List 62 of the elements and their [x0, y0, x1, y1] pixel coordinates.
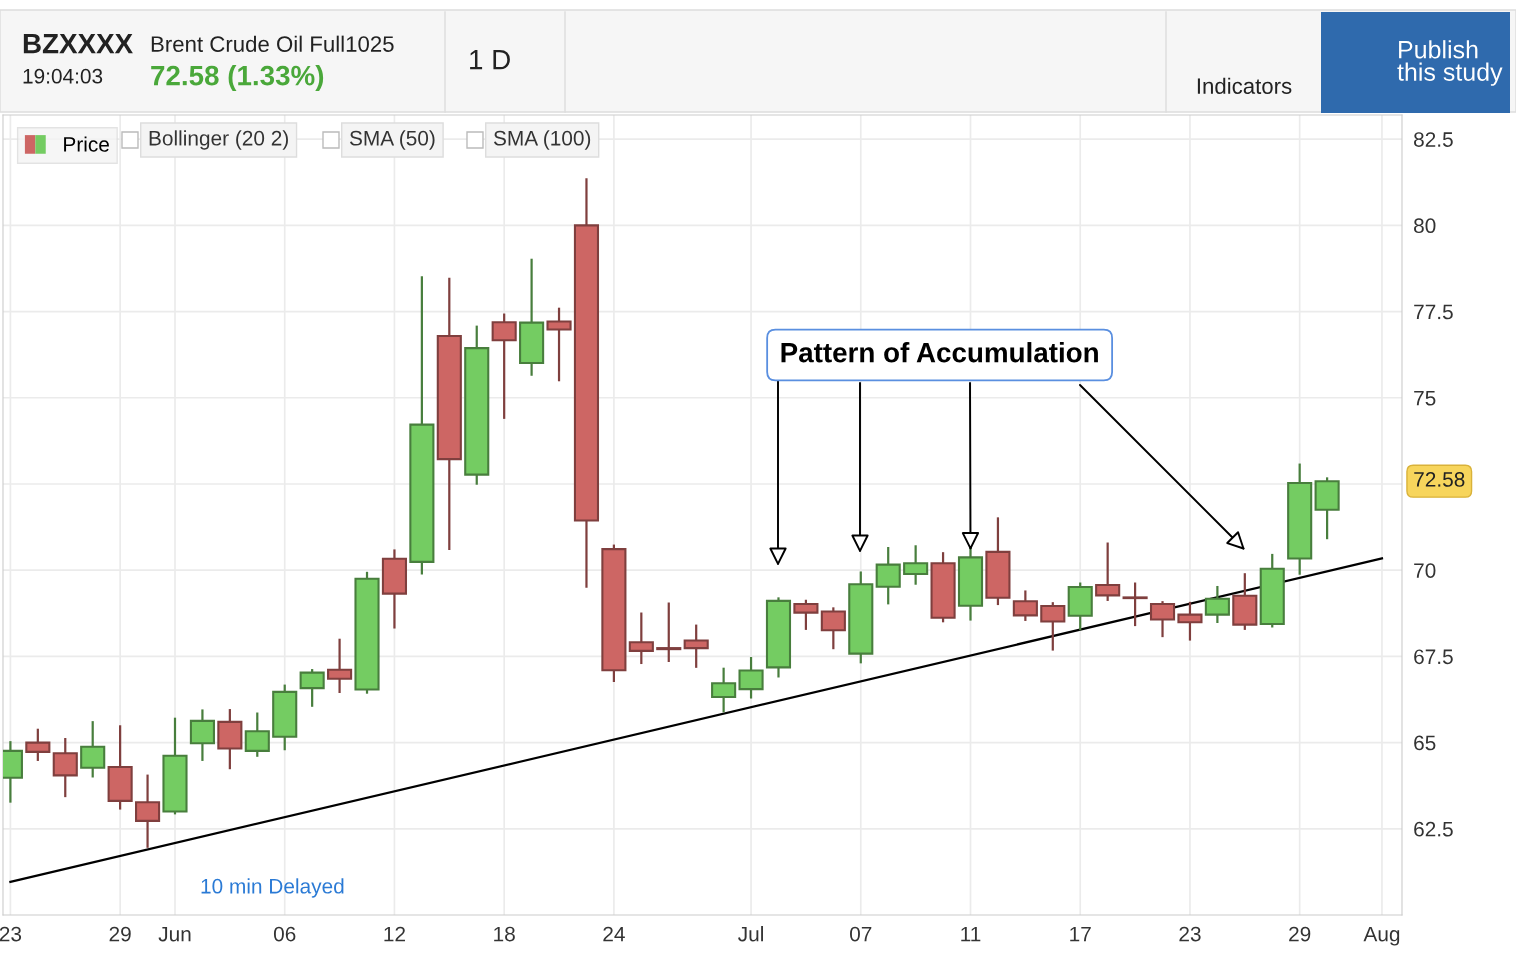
x-tick-label: 12	[384, 926, 405, 942]
candlestick	[244, 712, 270, 757]
candlestick	[738, 656, 764, 699]
text: Publish this study	[1397, 40, 1503, 86]
text: 1 D	[470, 50, 510, 70]
candlestick	[820, 607, 846, 650]
x-tick-label: Jul	[738, 926, 763, 942]
candlestick	[1122, 582, 1148, 627]
x-tick-label: 11	[961, 926, 981, 942]
candlestick	[327, 638, 353, 694]
candlestick	[1149, 601, 1176, 638]
x-tick-label: 23	[0, 926, 22, 942]
y-tick-label: 67.5	[1414, 649, 1453, 665]
x-tick-label: Jun	[158, 926, 191, 942]
candlestick	[299, 669, 325, 707]
chart-title: BZXXXX	[23, 34, 133, 54]
text: 72.58	[1414, 472, 1465, 487]
candlestick	[25, 728, 51, 761]
candlestick	[903, 545, 929, 585]
x-tick-label: 24	[603, 926, 625, 942]
y-tick-label: 62.5	[1414, 821, 1453, 837]
text: Indicators	[1197, 77, 1292, 94]
x-tick-label: 06	[273, 926, 296, 942]
candlestick	[656, 602, 682, 662]
candlestick	[189, 709, 215, 761]
x-tick-label: Aug	[1363, 926, 1400, 946]
candlestick	[546, 307, 572, 382]
candlestick	[628, 612, 654, 665]
candlestick	[683, 624, 709, 668]
text: 19:04:03	[23, 68, 103, 84]
candlestick	[1040, 602, 1066, 651]
x-tick-label: 07	[850, 926, 872, 942]
x-tick-label: 23	[1179, 926, 1201, 942]
y-tick-label: 70	[1414, 563, 1436, 578]
y-tick-label: 80	[1414, 218, 1436, 234]
x-tick-label: 29	[1289, 926, 1311, 942]
candlestick	[135, 774, 161, 848]
annotation: SMA (50)	[349, 130, 435, 150]
text: 72.58 (1.33%)	[151, 65, 324, 91]
candlestick	[875, 546, 901, 605]
candlestick	[1204, 585, 1230, 624]
candlestick	[491, 313, 517, 419]
candlestick	[711, 667, 737, 713]
x-tick-label: 17	[1070, 926, 1091, 942]
x-tick-label: 18	[494, 926, 515, 942]
annotation: Pattern of Accumulation	[781, 342, 1098, 363]
candlestick	[1012, 590, 1038, 621]
y-tick-label: 77.5	[1414, 304, 1453, 320]
annotation: SMA (100)	[493, 130, 591, 150]
candlestick	[793, 599, 819, 630]
candlestick	[1095, 542, 1121, 601]
y-tick-label: 65	[1414, 735, 1436, 751]
annotation: 10 min Delayed	[201, 878, 344, 898]
chart-subtitle: Brent Crude Oil Full1025	[151, 35, 394, 52]
x-tick-label: 29	[109, 926, 131, 942]
legend-label: Price	[64, 136, 109, 152]
y-tick-label: 82.5	[1414, 132, 1453, 147]
y-tick-label: 75	[1414, 390, 1436, 406]
candlestick	[1177, 601, 1203, 641]
annotation: Bollinger (20 2)	[149, 130, 288, 150]
candlestick	[80, 721, 106, 778]
candlestick	[52, 738, 78, 798]
